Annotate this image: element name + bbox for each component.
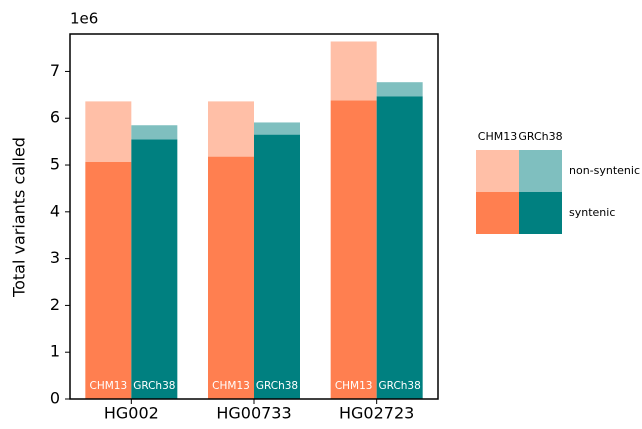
legend-swatch (476, 150, 519, 192)
bar (254, 134, 300, 399)
legend-swatch (519, 192, 562, 234)
bar (131, 139, 178, 400)
bar-label: GRCh38 (379, 380, 421, 392)
bar (376, 96, 423, 399)
y-tick-label: 0 (50, 389, 60, 408)
y-axis-label: Total variants called (10, 137, 29, 298)
legend-swatch (519, 150, 562, 192)
bar (85, 161, 132, 399)
y-tick-label: 3 (50, 248, 60, 267)
bar-label: CHM13 (335, 380, 373, 392)
bar (330, 41, 377, 101)
y-tick-label: 2 (50, 295, 60, 314)
y-tick-label: 1 (50, 342, 60, 361)
bar (85, 101, 132, 162)
bar (330, 100, 377, 399)
bar-label: GRCh38 (256, 380, 298, 392)
bar (131, 125, 178, 140)
bar-label: CHM13 (90, 380, 128, 392)
y-tick-label: 6 (50, 108, 60, 127)
legend-label: syntenic (569, 206, 615, 219)
bar-label: GRCh38 (133, 380, 175, 392)
legend-header: CHM13 (478, 130, 517, 143)
x-tick-label: HG02723 (339, 404, 414, 423)
y-tick-label: 4 (50, 201, 60, 220)
offset-label: 1e6 (70, 10, 98, 28)
legend-swatch (476, 192, 519, 234)
y-tick-label: 5 (50, 155, 60, 174)
bar (376, 82, 423, 97)
y-tick-label: 7 (50, 61, 60, 80)
legend-header: GRCh38 (518, 130, 562, 143)
bar (208, 101, 254, 157)
bar-label: CHM13 (212, 380, 250, 392)
x-tick-label: HG002 (104, 404, 159, 423)
bar (254, 122, 300, 135)
legend-label: non-syntenic (569, 164, 640, 177)
plot-frame (69, 33, 439, 400)
x-tick-label: HG00733 (216, 404, 291, 423)
bar (208, 156, 254, 399)
